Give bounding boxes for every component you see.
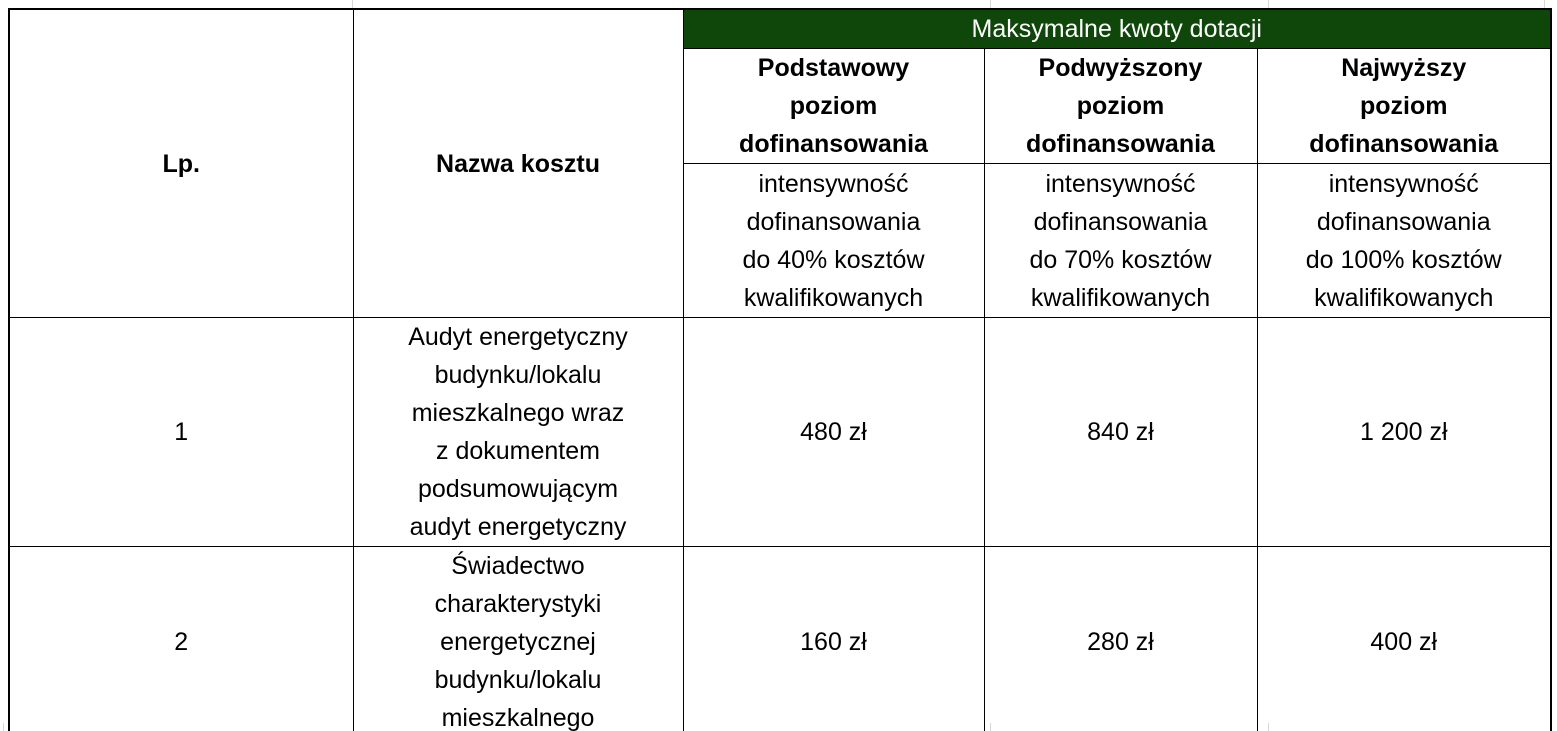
gridline-stub (1268, 0, 1269, 8)
gridline-stub (990, 0, 991, 8)
header-level-podwyzszony: Podwyższony poziom dofinansowania (983, 48, 1258, 164)
cell-cost-name: Audyt energetyczny budynku/lokalu mieszk… (352, 317, 684, 547)
cell-amount-highest: 1 200 zł (1256, 317, 1552, 547)
gridline-stub (352, 0, 353, 8)
grant-amounts-table: Lp. Nazwa kosztu Maksymalne kwoty dotacj… (8, 8, 1552, 731)
cell-cost-name: Świadectwo charakterystyki energetycznej… (352, 546, 684, 731)
gridline-stub (1544, 0, 1545, 8)
header-maksymalne-kwoty-dotacji: Maksymalne kwoty dotacji (682, 8, 1552, 49)
table-row: 1 Audyt energetyczny budynku/lokalu mies… (8, 317, 1552, 547)
gridline-stub (3, 723, 4, 731)
cell-amount-increased: 840 zł (983, 317, 1258, 547)
cell-lp: 1 (8, 317, 354, 547)
header-intensity-70: intensywność dofinansowania do 70% koszt… (983, 163, 1258, 318)
cell-lp: 2 (8, 546, 354, 731)
header-intensity-40: intensywność dofinansowania do 40% koszt… (682, 163, 985, 318)
cell-amount-highest: 400 zł (1256, 546, 1552, 731)
header-level-najwyzszy: Najwyższy poziom dofinansowania (1256, 48, 1552, 164)
cell-amount-increased: 280 zł (983, 546, 1258, 731)
cell-amount-basic: 480 zł (682, 317, 985, 547)
table-row: 2 Świadectwo charakterystyki energetyczn… (8, 546, 1552, 731)
header-lp: Lp. (8, 8, 354, 318)
header-nazwa-kosztu: Nazwa kosztu (352, 8, 684, 318)
header-level-podstawowy: Podstawowy poziom dofinansowania (682, 48, 985, 164)
header-intensity-100: intensywność dofinansowania do 100% kosz… (1256, 163, 1552, 318)
cell-amount-basic: 160 zł (682, 546, 985, 731)
